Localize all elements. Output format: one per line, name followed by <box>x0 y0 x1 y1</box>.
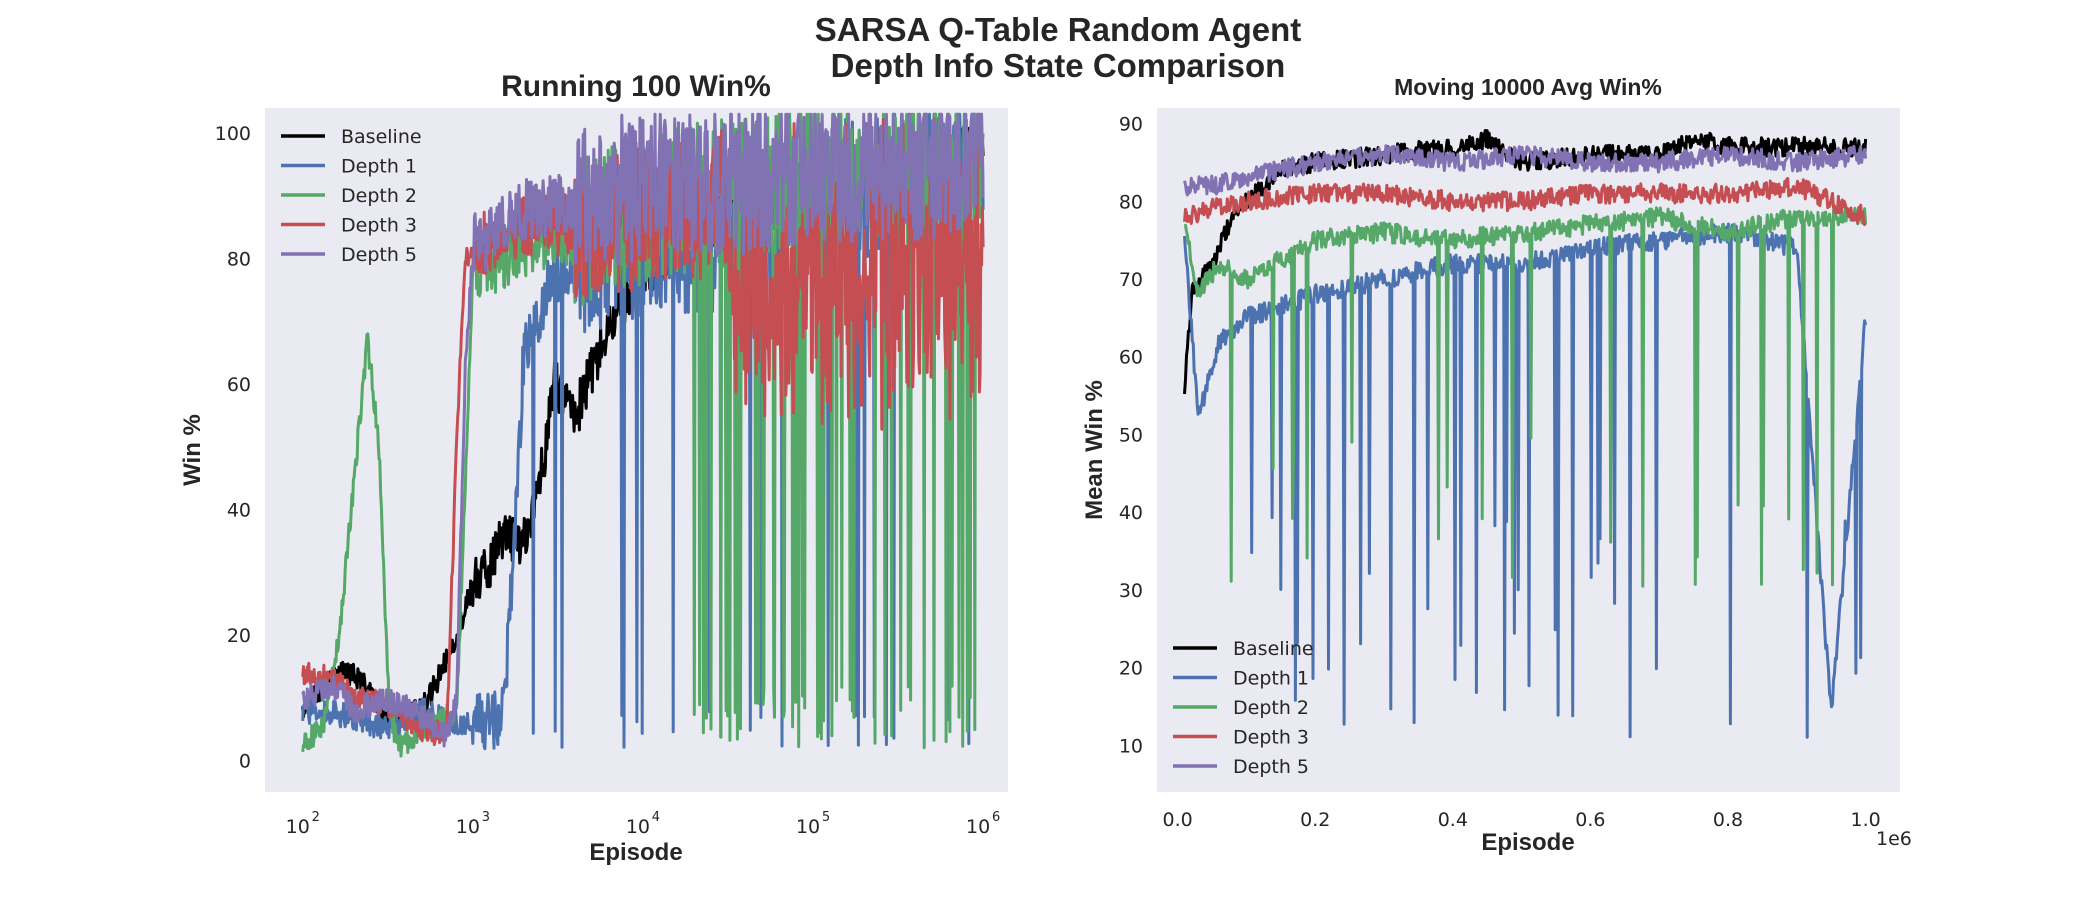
right-series-lines <box>1183 129 1868 739</box>
right-series-depth-5 <box>1183 144 1868 197</box>
right-y-tick-label: 40 <box>1119 502 1143 524</box>
tick-exponent: 2 <box>312 810 320 825</box>
left-y-tick-label: 20 <box>227 625 251 647</box>
legend-label: Baseline <box>1233 638 1314 660</box>
suptitle-line-2: Depth Info State Comparison <box>831 47 1286 84</box>
right-chart-title: Moving 10000 Avg Win% <box>1394 74 1662 100</box>
right-chart: 10 20 30 40 50 60 70 80 90 0.0 0.2 0.4 0.6 0.8 1.0 Mo… <box>1081 74 1912 856</box>
tick-exponent: 5 <box>822 810 830 825</box>
right-x-tick-label: 0.6 <box>1575 809 1605 831</box>
legend-item-baseline: Baseline <box>1173 638 1314 660</box>
right-y-tick-label: 60 <box>1119 347 1143 369</box>
right-y-tick-label: 90 <box>1119 114 1143 136</box>
right-x-tick-label: 0.0 <box>1163 809 1193 831</box>
suptitle-line-1: SARSA Q-Table Random Agent <box>815 11 1301 48</box>
legend-item-depth-1: Depth 1 <box>281 156 417 178</box>
left-x-tick-label: 10 6 <box>966 810 1000 838</box>
left-series-lines <box>301 112 985 758</box>
right-series-depth-2 <box>1184 206 1868 588</box>
right-legend: Baseline Depth 1 Depth 2 Depth 3 Depth 5 <box>1173 638 1314 778</box>
left-series-depth-5 <box>301 112 985 748</box>
legend-item-depth-5: Depth 5 <box>1173 756 1309 778</box>
left-y-tick-label: 80 <box>227 249 251 271</box>
legend-label: Depth 3 <box>1233 727 1309 749</box>
tick-exponent: 6 <box>992 810 1000 825</box>
legend-label: Depth 2 <box>1233 697 1309 719</box>
left-y-tick-label: 100 <box>215 123 251 145</box>
tick-base: 10 <box>966 816 990 838</box>
right-y-tick-label: 30 <box>1119 580 1143 602</box>
legend-label: Depth 2 <box>341 185 417 207</box>
legend-item-depth-3: Depth 3 <box>281 215 417 237</box>
tick-base: 10 <box>626 816 650 838</box>
right-series-depth-3 <box>1183 177 1867 227</box>
left-y-axis-label: Win % <box>179 414 206 486</box>
left-legend: Baseline Depth 1 Depth 2 Depth 3 Depth 5 <box>281 126 422 266</box>
tick-exponent: 3 <box>482 810 490 825</box>
legend-item-baseline: Baseline <box>281 126 422 148</box>
legend-item-depth-5: Depth 5 <box>281 244 417 266</box>
legend-label: Depth 5 <box>341 244 417 266</box>
legend-item-depth-2: Depth 2 <box>281 185 417 207</box>
legend-label: Depth 3 <box>341 215 417 237</box>
legend-label: Depth 1 <box>341 156 417 178</box>
left-x-ticks: 10 2 10 3 10 4 10 5 10 6 <box>286 810 1001 838</box>
left-x-tick-label: 10 3 <box>456 810 490 838</box>
right-x-ticks: 0.0 0.2 0.4 0.6 0.8 1.0 <box>1163 809 1881 831</box>
left-x-tick-label: 10 2 <box>286 810 320 838</box>
legend-item-depth-2: Depth 2 <box>1173 697 1309 719</box>
legend-item-depth-1: Depth 1 <box>1173 668 1309 690</box>
right-x-tick-label: 0.8 <box>1713 809 1743 831</box>
left-x-axis-label: Episode <box>589 839 682 866</box>
right-y-ticks: 10 20 30 40 50 60 70 80 90 <box>1119 114 1143 758</box>
right-y-tick-label: 80 <box>1119 191 1143 213</box>
right-y-tick-label: 50 <box>1119 424 1143 446</box>
right-y-tick-label: 70 <box>1119 269 1143 291</box>
legend-label: Depth 1 <box>1233 668 1309 690</box>
left-y-tick-label: 60 <box>227 374 251 396</box>
legend-label: Baseline <box>341 126 422 148</box>
right-x-axis-label: Episode <box>1481 829 1574 856</box>
tick-base: 10 <box>286 816 310 838</box>
right-x-offset-label: 1e6 <box>1876 828 1912 850</box>
left-chart-title: Running 100 Win% <box>501 70 771 103</box>
tick-base: 10 <box>456 816 480 838</box>
left-y-tick-label: 40 <box>227 500 251 522</box>
right-x-tick-label: 1.0 <box>1850 809 1880 831</box>
left-x-tick-label: 10 5 <box>796 810 830 838</box>
right-x-tick-label: 0.4 <box>1438 809 1468 831</box>
tick-exponent: 4 <box>652 810 660 825</box>
left-x-tick-label: 10 4 <box>626 810 660 838</box>
right-y-axis-label: Mean Win % <box>1081 380 1108 520</box>
tick-base: 10 <box>796 816 820 838</box>
legend-label: Depth 5 <box>1233 756 1309 778</box>
legend-item-depth-3: Depth 3 <box>1173 727 1309 749</box>
right-y-tick-label: 20 <box>1119 658 1143 680</box>
left-y-ticks: 0 20 40 60 80 100 <box>215 123 251 773</box>
right-x-tick-label: 0.2 <box>1300 809 1330 831</box>
left-y-tick-label: 0 <box>239 751 251 773</box>
right-y-tick-label: 10 <box>1119 735 1143 757</box>
